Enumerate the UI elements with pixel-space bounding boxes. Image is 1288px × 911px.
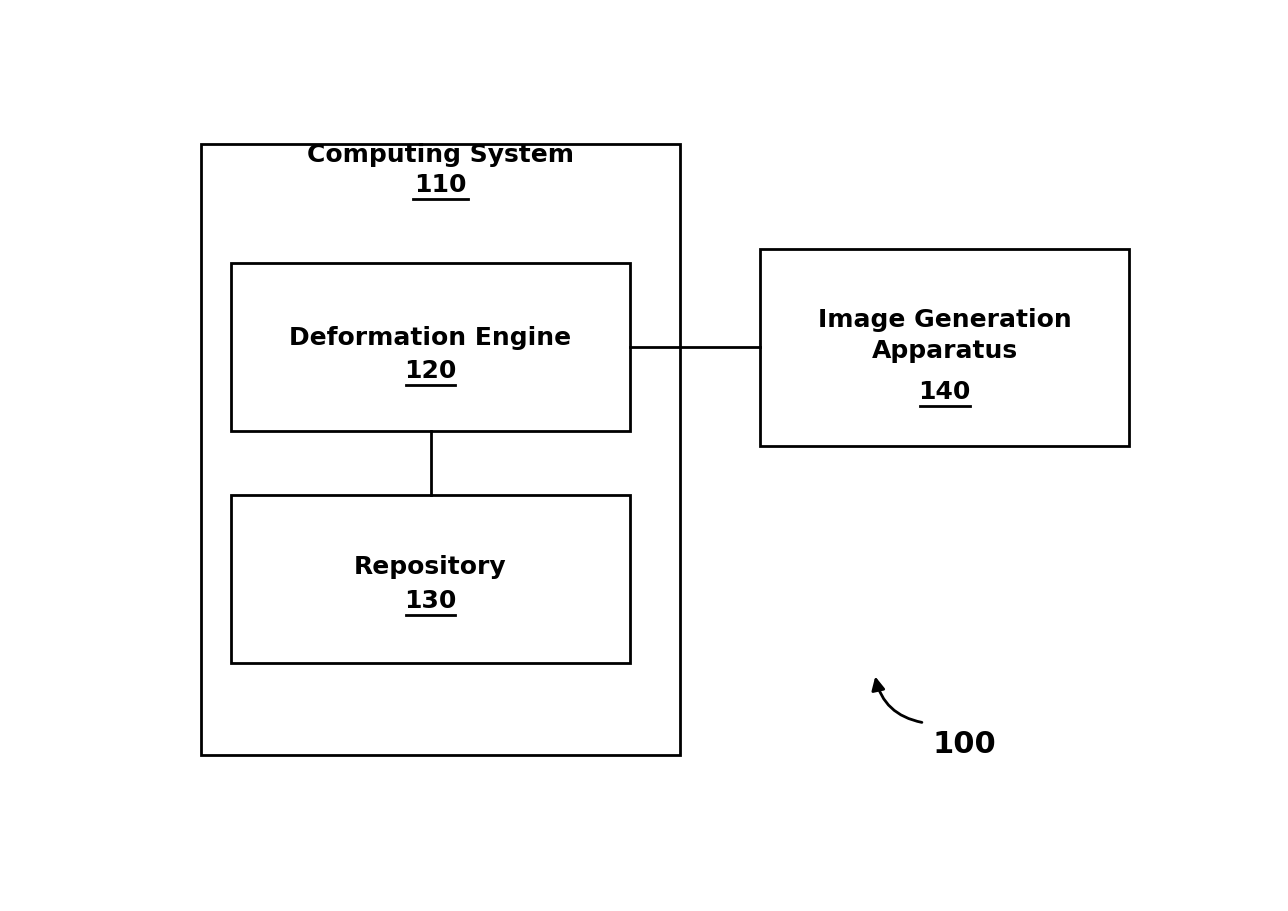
FancyBboxPatch shape xyxy=(201,144,680,754)
Text: 140: 140 xyxy=(918,379,971,404)
FancyBboxPatch shape xyxy=(231,496,630,663)
Text: 110: 110 xyxy=(415,172,466,197)
Text: 120: 120 xyxy=(404,358,457,383)
Text: 130: 130 xyxy=(404,589,457,612)
Text: Image Generation
Apparatus: Image Generation Apparatus xyxy=(818,307,1072,363)
FancyBboxPatch shape xyxy=(760,250,1130,446)
FancyBboxPatch shape xyxy=(231,263,630,432)
Text: 100: 100 xyxy=(933,730,997,759)
Text: Computing System: Computing System xyxy=(307,143,574,167)
Text: Repository: Repository xyxy=(354,555,506,578)
Text: Deformation Engine: Deformation Engine xyxy=(290,325,572,349)
